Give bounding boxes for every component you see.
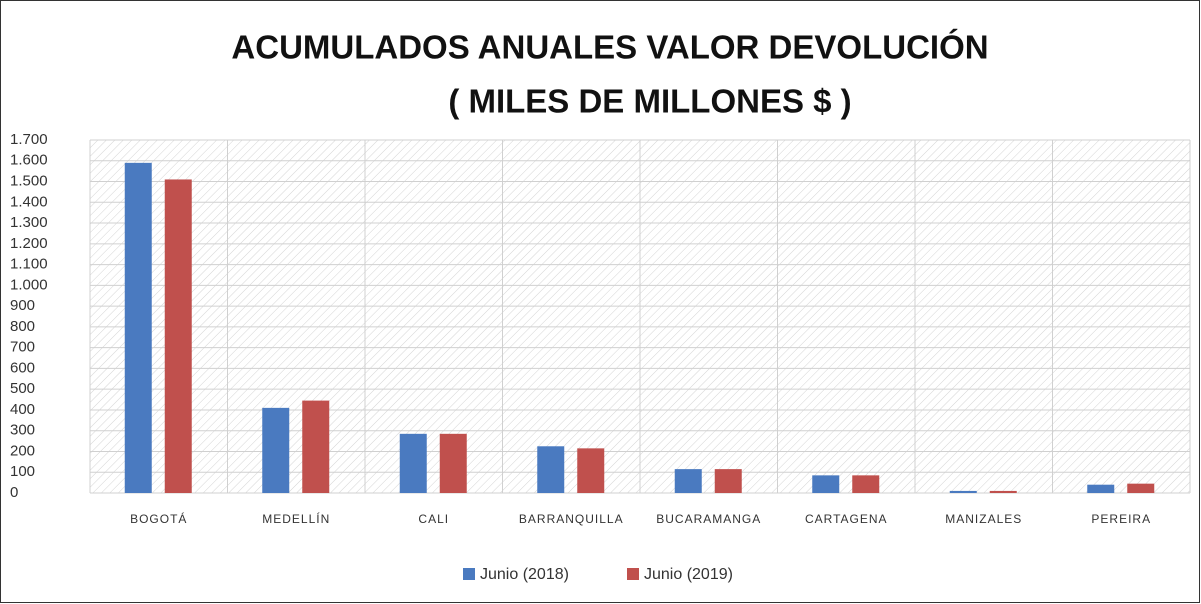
bar	[1127, 483, 1155, 493]
x-tick-label: BARRANQUILLA	[519, 512, 624, 526]
bar	[262, 407, 290, 493]
bar	[714, 469, 742, 493]
y-tick-label: 200	[10, 442, 35, 459]
x-tick-label: CALI	[418, 512, 449, 526]
chart-subtitle: ( MILES DE MILLONES $ )	[448, 83, 851, 120]
y-tick-label: 100	[10, 463, 35, 480]
bar	[949, 490, 977, 493]
y-tick-label: 1.600	[10, 152, 48, 169]
bar	[164, 179, 192, 493]
y-tick-label: 700	[10, 339, 35, 356]
y-tick-label: 600	[10, 359, 35, 376]
bar	[399, 433, 427, 493]
bar	[439, 433, 467, 493]
y-tick-label: 400	[10, 401, 35, 418]
bar	[302, 400, 330, 493]
bar	[674, 469, 702, 493]
legend-label: Junio (2019)	[644, 566, 733, 583]
x-tick-label: BUCARAMANGA	[656, 512, 761, 526]
y-tick-label: 1.100	[10, 256, 48, 273]
legend-swatch	[627, 568, 639, 580]
x-tick-label: PEREIRA	[1091, 512, 1151, 526]
y-tick-label: 1.000	[10, 276, 48, 293]
x-tick-label: MANIZALES	[945, 512, 1022, 526]
y-tick-label: 300	[10, 422, 35, 439]
legend-label: Junio (2018)	[480, 566, 569, 583]
y-tick-label: 500	[10, 380, 35, 397]
bar	[989, 490, 1017, 493]
bar	[852, 475, 880, 493]
y-tick-label: 800	[10, 318, 35, 335]
legend-swatch	[463, 568, 475, 580]
x-tick-label: CARTAGENA	[805, 512, 888, 526]
bar	[124, 162, 152, 493]
x-tick-label: MEDELLÍN	[262, 511, 330, 526]
y-tick-label: 900	[10, 297, 35, 314]
bar	[577, 448, 605, 493]
chart-title: ACUMULADOS ANUALES VALOR DEVOLUCIÓN	[231, 29, 988, 66]
y-tick-label: 1.200	[10, 235, 48, 252]
bar	[1087, 484, 1115, 493]
y-tick-label: 0	[10, 484, 18, 501]
x-tick-label: BOGOTÁ	[130, 511, 187, 526]
bar	[812, 475, 840, 493]
y-tick-label: 1.700	[10, 131, 48, 148]
y-tick-label: 1.500	[10, 172, 48, 189]
bar	[537, 446, 565, 493]
y-tick-label: 1.400	[10, 193, 48, 210]
y-tick-label: 1.300	[10, 214, 48, 231]
